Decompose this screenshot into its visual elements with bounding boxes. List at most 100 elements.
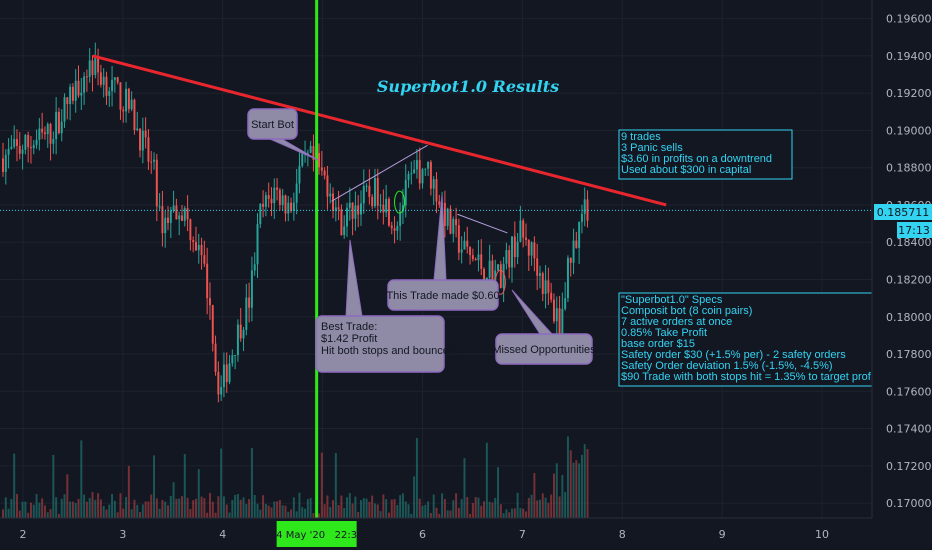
candle-body (337, 207, 340, 210)
candle-body (323, 170, 326, 176)
volume-bar (301, 507, 304, 518)
volume-bar (256, 503, 259, 518)
volume-bar (469, 513, 472, 518)
volume-bar (410, 513, 413, 518)
volume-bar (66, 474, 69, 518)
volume-bar (452, 500, 455, 518)
candle-body (332, 193, 334, 211)
volume-bar (141, 504, 144, 518)
candle-body (181, 215, 183, 221)
candle-body (83, 76, 86, 93)
volume-bar (111, 493, 114, 518)
candle-body (192, 240, 195, 242)
volume-bar (466, 497, 469, 518)
candle-body (485, 277, 488, 280)
volume-bar (552, 473, 555, 518)
volume-bar (435, 507, 438, 518)
volume-bar (57, 513, 60, 518)
volume-bar (290, 509, 293, 518)
candle-body (477, 254, 480, 261)
volume-bar (558, 496, 561, 518)
candle-body (231, 355, 234, 364)
volume-bar (580, 454, 583, 518)
candle-body (256, 224, 259, 265)
volume-bar (550, 494, 553, 518)
volume-bar (192, 500, 195, 518)
candle-body (561, 309, 564, 341)
volume-bar (578, 463, 581, 518)
volume-bar (575, 460, 578, 518)
candle-body (401, 205, 404, 212)
text-box-line: 0.85% Take Profit (621, 327, 707, 339)
candle-body (413, 169, 416, 174)
candle-body (2, 158, 4, 172)
volume-bar (267, 505, 270, 518)
candle-body (427, 162, 430, 169)
volume-bar (102, 506, 105, 518)
candle-body (452, 219, 455, 234)
candle-body (393, 228, 396, 231)
volume-bar (222, 496, 225, 518)
volume-bar (169, 495, 172, 518)
text-box-line: $3.60 in profits on a downtrend (621, 153, 772, 165)
candle-body (516, 241, 519, 258)
candle-body (432, 179, 435, 189)
volume-bar (396, 505, 399, 518)
candle-body (318, 152, 321, 168)
candle-body (94, 58, 97, 76)
candle-body (471, 255, 474, 259)
candle-body (410, 173, 413, 175)
volume-bar (586, 448, 589, 518)
candle-body (178, 215, 181, 220)
volume-bar (208, 492, 211, 518)
candle-body (217, 371, 220, 395)
candle-body (214, 343, 217, 372)
candle-body (111, 79, 114, 92)
candle-body (354, 205, 357, 219)
candlesticks (2, 42, 589, 403)
crosshair-time-label: 04 May '20 22:30 (270, 530, 364, 541)
volume-bar (262, 495, 265, 518)
volume-bar (281, 505, 284, 518)
volume-bar (32, 504, 35, 518)
volume-bar (99, 499, 102, 518)
volume-bar (312, 512, 315, 518)
candle-body (4, 154, 7, 172)
volume-bar (569, 450, 572, 518)
candle-body (52, 139, 55, 144)
candle-body (108, 91, 111, 96)
volume-bar (287, 511, 290, 518)
annotation-bubble (495, 333, 593, 365)
volume-bar (181, 496, 183, 518)
text-box-line: 3 Panic sells (621, 142, 683, 154)
candle-body (197, 244, 200, 251)
volume-bar (541, 493, 544, 518)
price-tick-label: 0.170000 (886, 497, 932, 510)
candle-body (569, 257, 572, 263)
volume-bar (421, 505, 424, 518)
volume-bar (368, 501, 371, 518)
volume-bar (284, 505, 287, 518)
candle-body (116, 77, 119, 83)
candle-body (435, 179, 438, 202)
candle-body (298, 165, 301, 184)
candle-body (575, 240, 578, 248)
volume-bar (91, 492, 94, 518)
candle-body (155, 159, 158, 207)
volume-bar (561, 474, 564, 518)
candle-body (194, 241, 197, 251)
volume-bar (298, 492, 301, 518)
candle-body (91, 60, 94, 76)
volume-bar (158, 508, 161, 518)
volume-bar (52, 455, 55, 518)
volume-bar (248, 499, 251, 518)
volume-bar (38, 502, 41, 518)
candle-body (130, 99, 133, 110)
candle-body (245, 297, 248, 330)
candle-body (150, 161, 153, 163)
